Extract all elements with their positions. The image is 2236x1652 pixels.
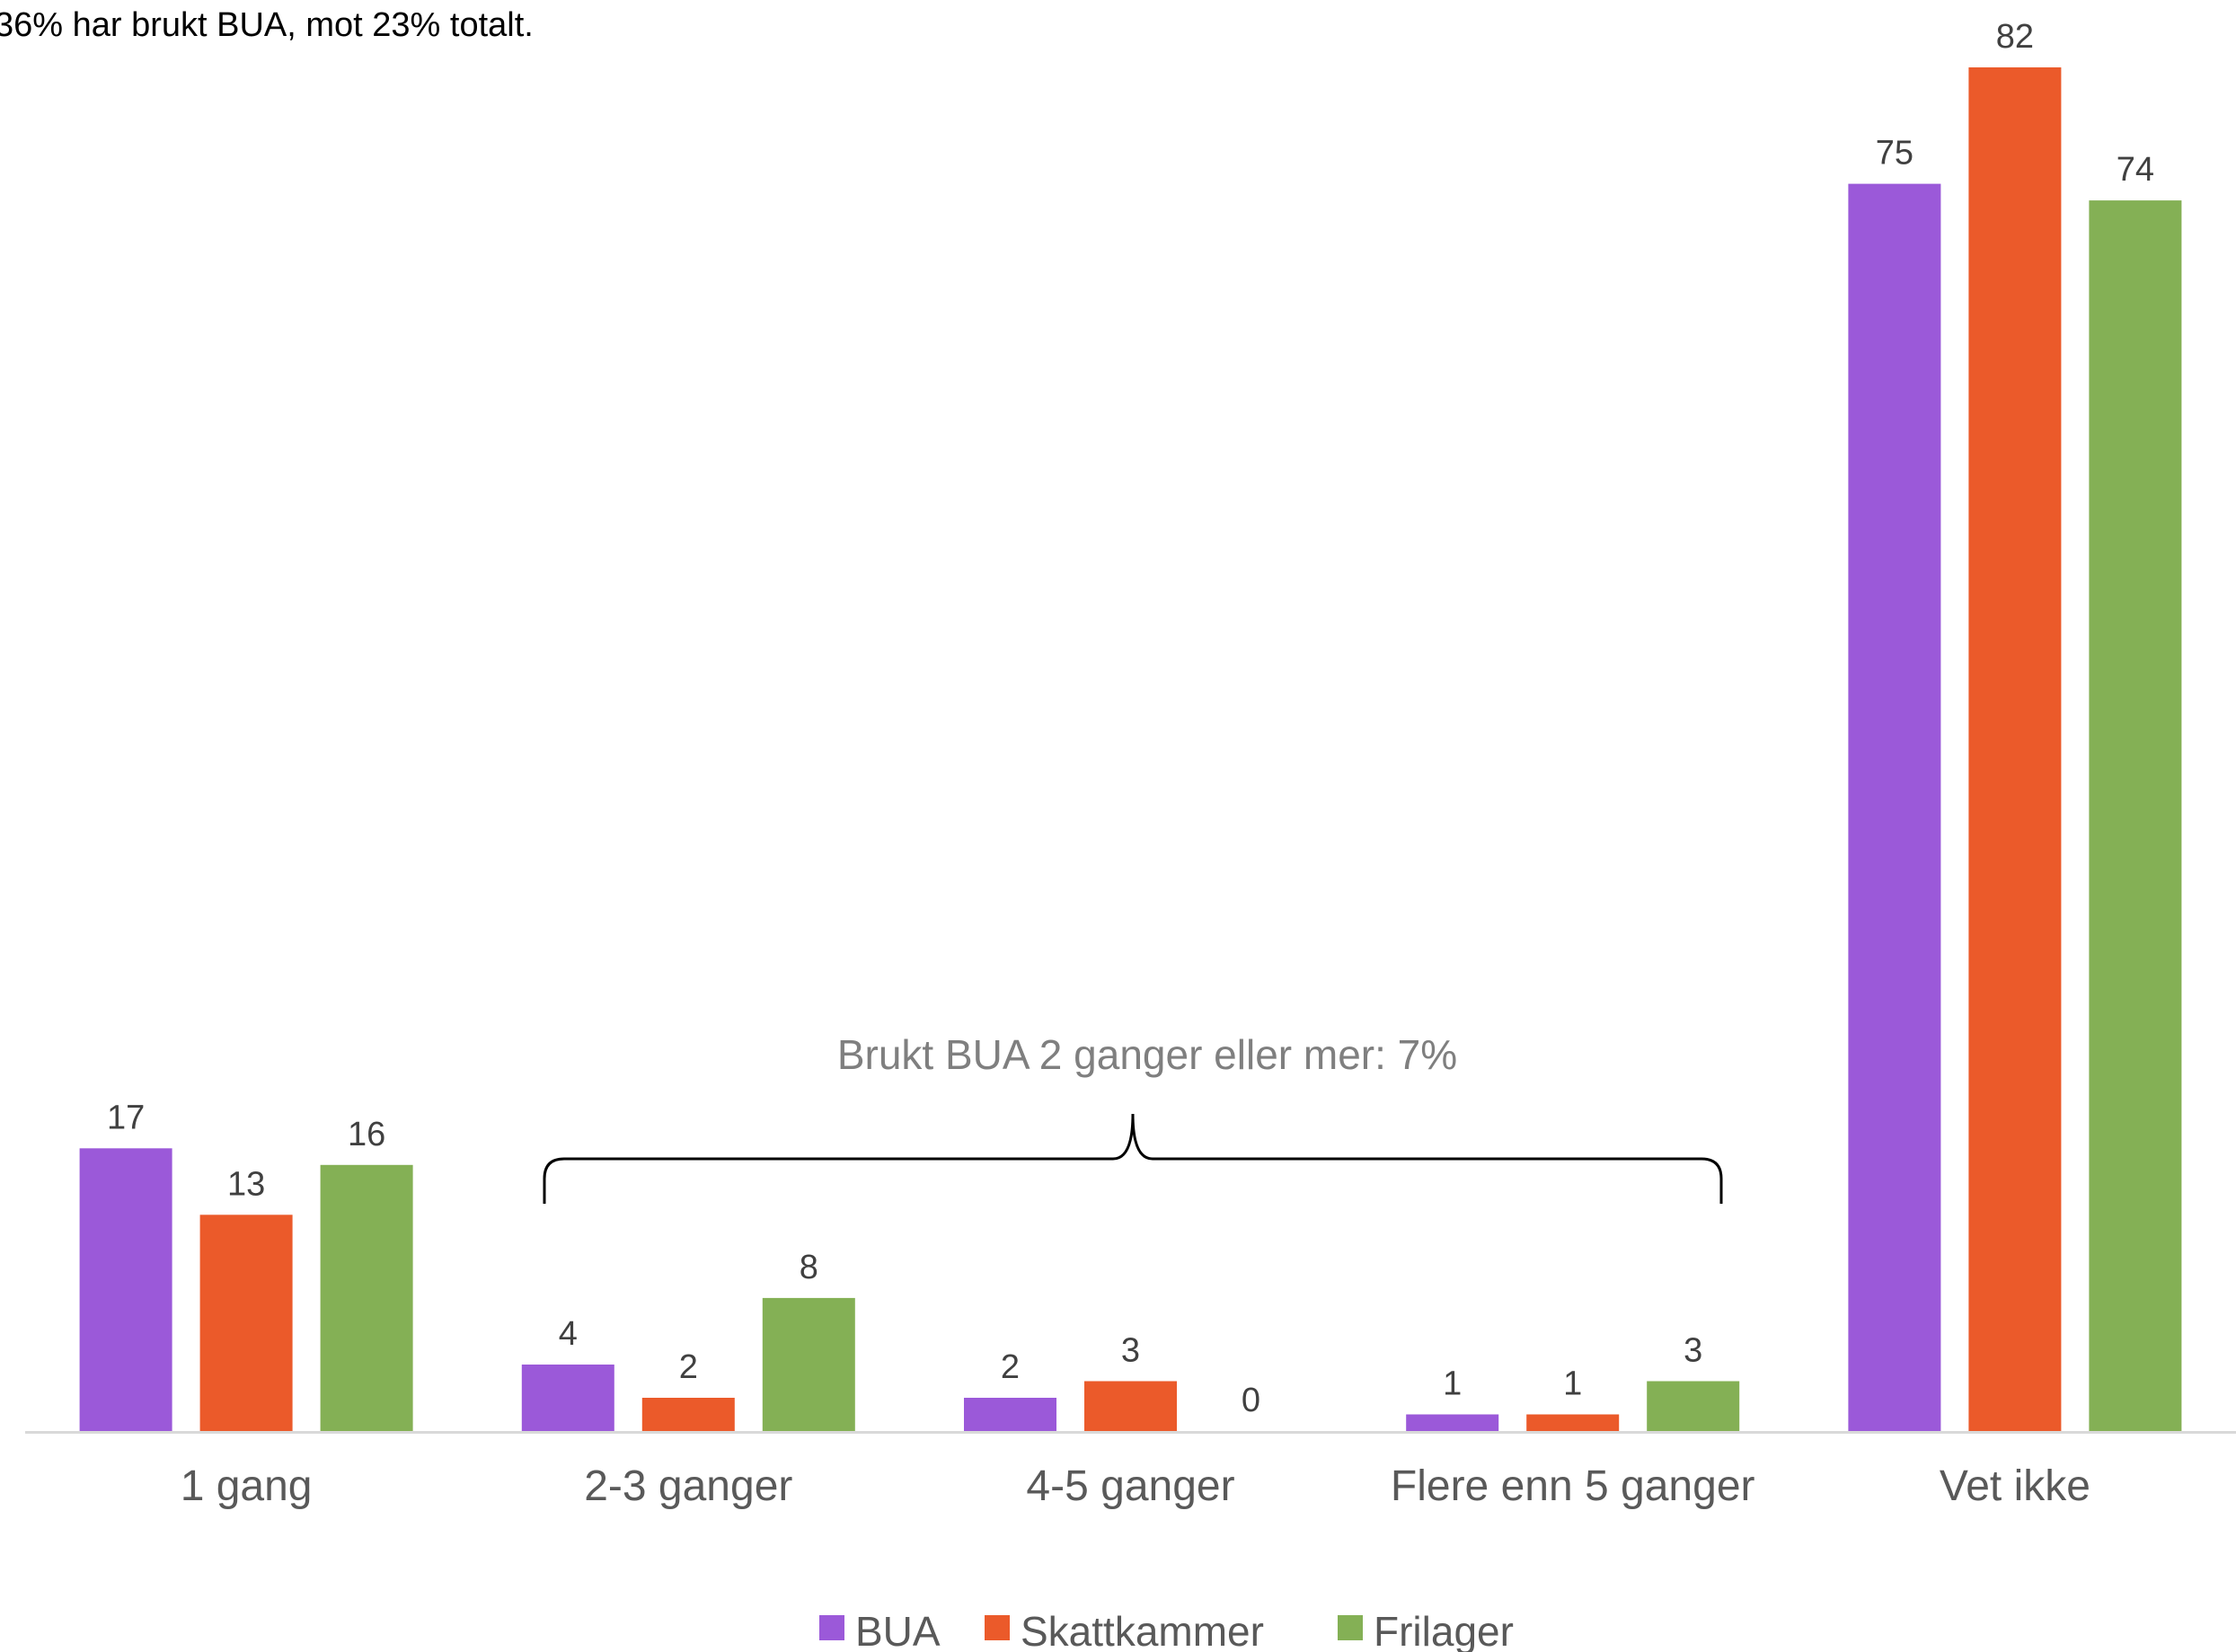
bar-bua-vet-ikke bbox=[1848, 183, 1941, 1432]
bar-frilager-vet-ikke bbox=[2089, 200, 2182, 1432]
bar-bua-4-5-ganger bbox=[964, 1398, 1056, 1431]
data-label-frilager-1-gang: 16 bbox=[348, 1116, 385, 1153]
data-label-bua-flere-enn-5-ganger: 1 bbox=[1443, 1365, 1462, 1403]
tick-label-4-5-ganger: 4-5 ganger bbox=[1026, 1462, 1234, 1510]
legend: BUA Skattkammer Frilager bbox=[819, 1608, 1514, 1652]
tick-label-flere-enn-5-ganger: Flere enn 5 ganger bbox=[1391, 1462, 1755, 1510]
tick-label-1-gang: 1 gang bbox=[181, 1462, 313, 1510]
data-label-bua-2-3-ganger: 4 bbox=[559, 1315, 578, 1353]
bar-frilager-flere-enn-5-ganger bbox=[1647, 1381, 1740, 1431]
data-label-frilager-2-3-ganger: 8 bbox=[800, 1249, 818, 1286]
tick-label-2-3-ganger: 2-3 ganger bbox=[584, 1462, 792, 1510]
data-label-skattkammer-4-5-ganger: 3 bbox=[1121, 1332, 1140, 1370]
annotation: Brukt BUA 2 ganger eller mer: 7% bbox=[543, 1031, 1723, 1204]
bar-skattkammer-flere-enn-5-ganger bbox=[1526, 1414, 1620, 1431]
legend-label-bua: BUA bbox=[855, 1608, 941, 1652]
legend-swatch-bua bbox=[819, 1615, 844, 1640]
bar-bua-flere-enn-5-ganger bbox=[1406, 1414, 1499, 1431]
legend-swatch-frilager bbox=[1338, 1615, 1363, 1640]
annotation-text: Brukt BUA 2 ganger eller mer: 7% bbox=[837, 1031, 1457, 1078]
data-label-frilager-flere-enn-5-ganger: 3 bbox=[1684, 1332, 1702, 1370]
bar-frilager-2-3-ganger bbox=[762, 1297, 855, 1431]
chart-note: 36% har brukt BUA, mot 23% totalt. bbox=[0, 6, 534, 44]
data-label-frilager-4-5-ganger: 0 bbox=[1242, 1382, 1260, 1419]
legend-label-frilager: Frilager bbox=[1374, 1608, 1514, 1652]
bar-skattkammer-1-gang bbox=[199, 1215, 293, 1431]
data-label-frilager-vet-ikke: 74 bbox=[2117, 151, 2154, 189]
data-label-skattkammer-1-gang: 13 bbox=[227, 1165, 265, 1203]
plot-area bbox=[79, 67, 2182, 1432]
data-label-skattkammer-2-3-ganger: 2 bbox=[679, 1348, 698, 1386]
data-label-skattkammer-flere-enn-5-ganger: 1 bbox=[1563, 1365, 1582, 1403]
bar-bua-1-gang bbox=[79, 1148, 172, 1431]
bar-bua-2-3-ganger bbox=[521, 1365, 614, 1431]
x-axis-tick-labels: 1 gang 2-3 ganger 4-5 ganger Flere enn 5 ga… bbox=[181, 1462, 2090, 1510]
data-label-skattkammer-vet-ikke: 82 bbox=[1996, 18, 2034, 56]
annotation-bracket bbox=[543, 1113, 1723, 1204]
legend-label-skattkammer: Skattkammer bbox=[1021, 1608, 1264, 1652]
bar-skattkammer-2-3-ganger bbox=[641, 1398, 735, 1431]
tick-label-vet-ikke: Vet ikke bbox=[1940, 1462, 2090, 1510]
bar-skattkammer-vet-ikke bbox=[1968, 67, 2062, 1431]
legend-swatch-skattkammer bbox=[985, 1615, 1010, 1640]
data-label-bua-4-5-ganger: 2 bbox=[1001, 1348, 1020, 1386]
bar-skattkammer-4-5-ganger bbox=[1084, 1381, 1177, 1431]
data-label-bua-vet-ikke: 75 bbox=[1876, 135, 1913, 172]
data-label-bua-1-gang: 17 bbox=[107, 1099, 145, 1136]
bar-frilager-1-gang bbox=[320, 1164, 413, 1431]
